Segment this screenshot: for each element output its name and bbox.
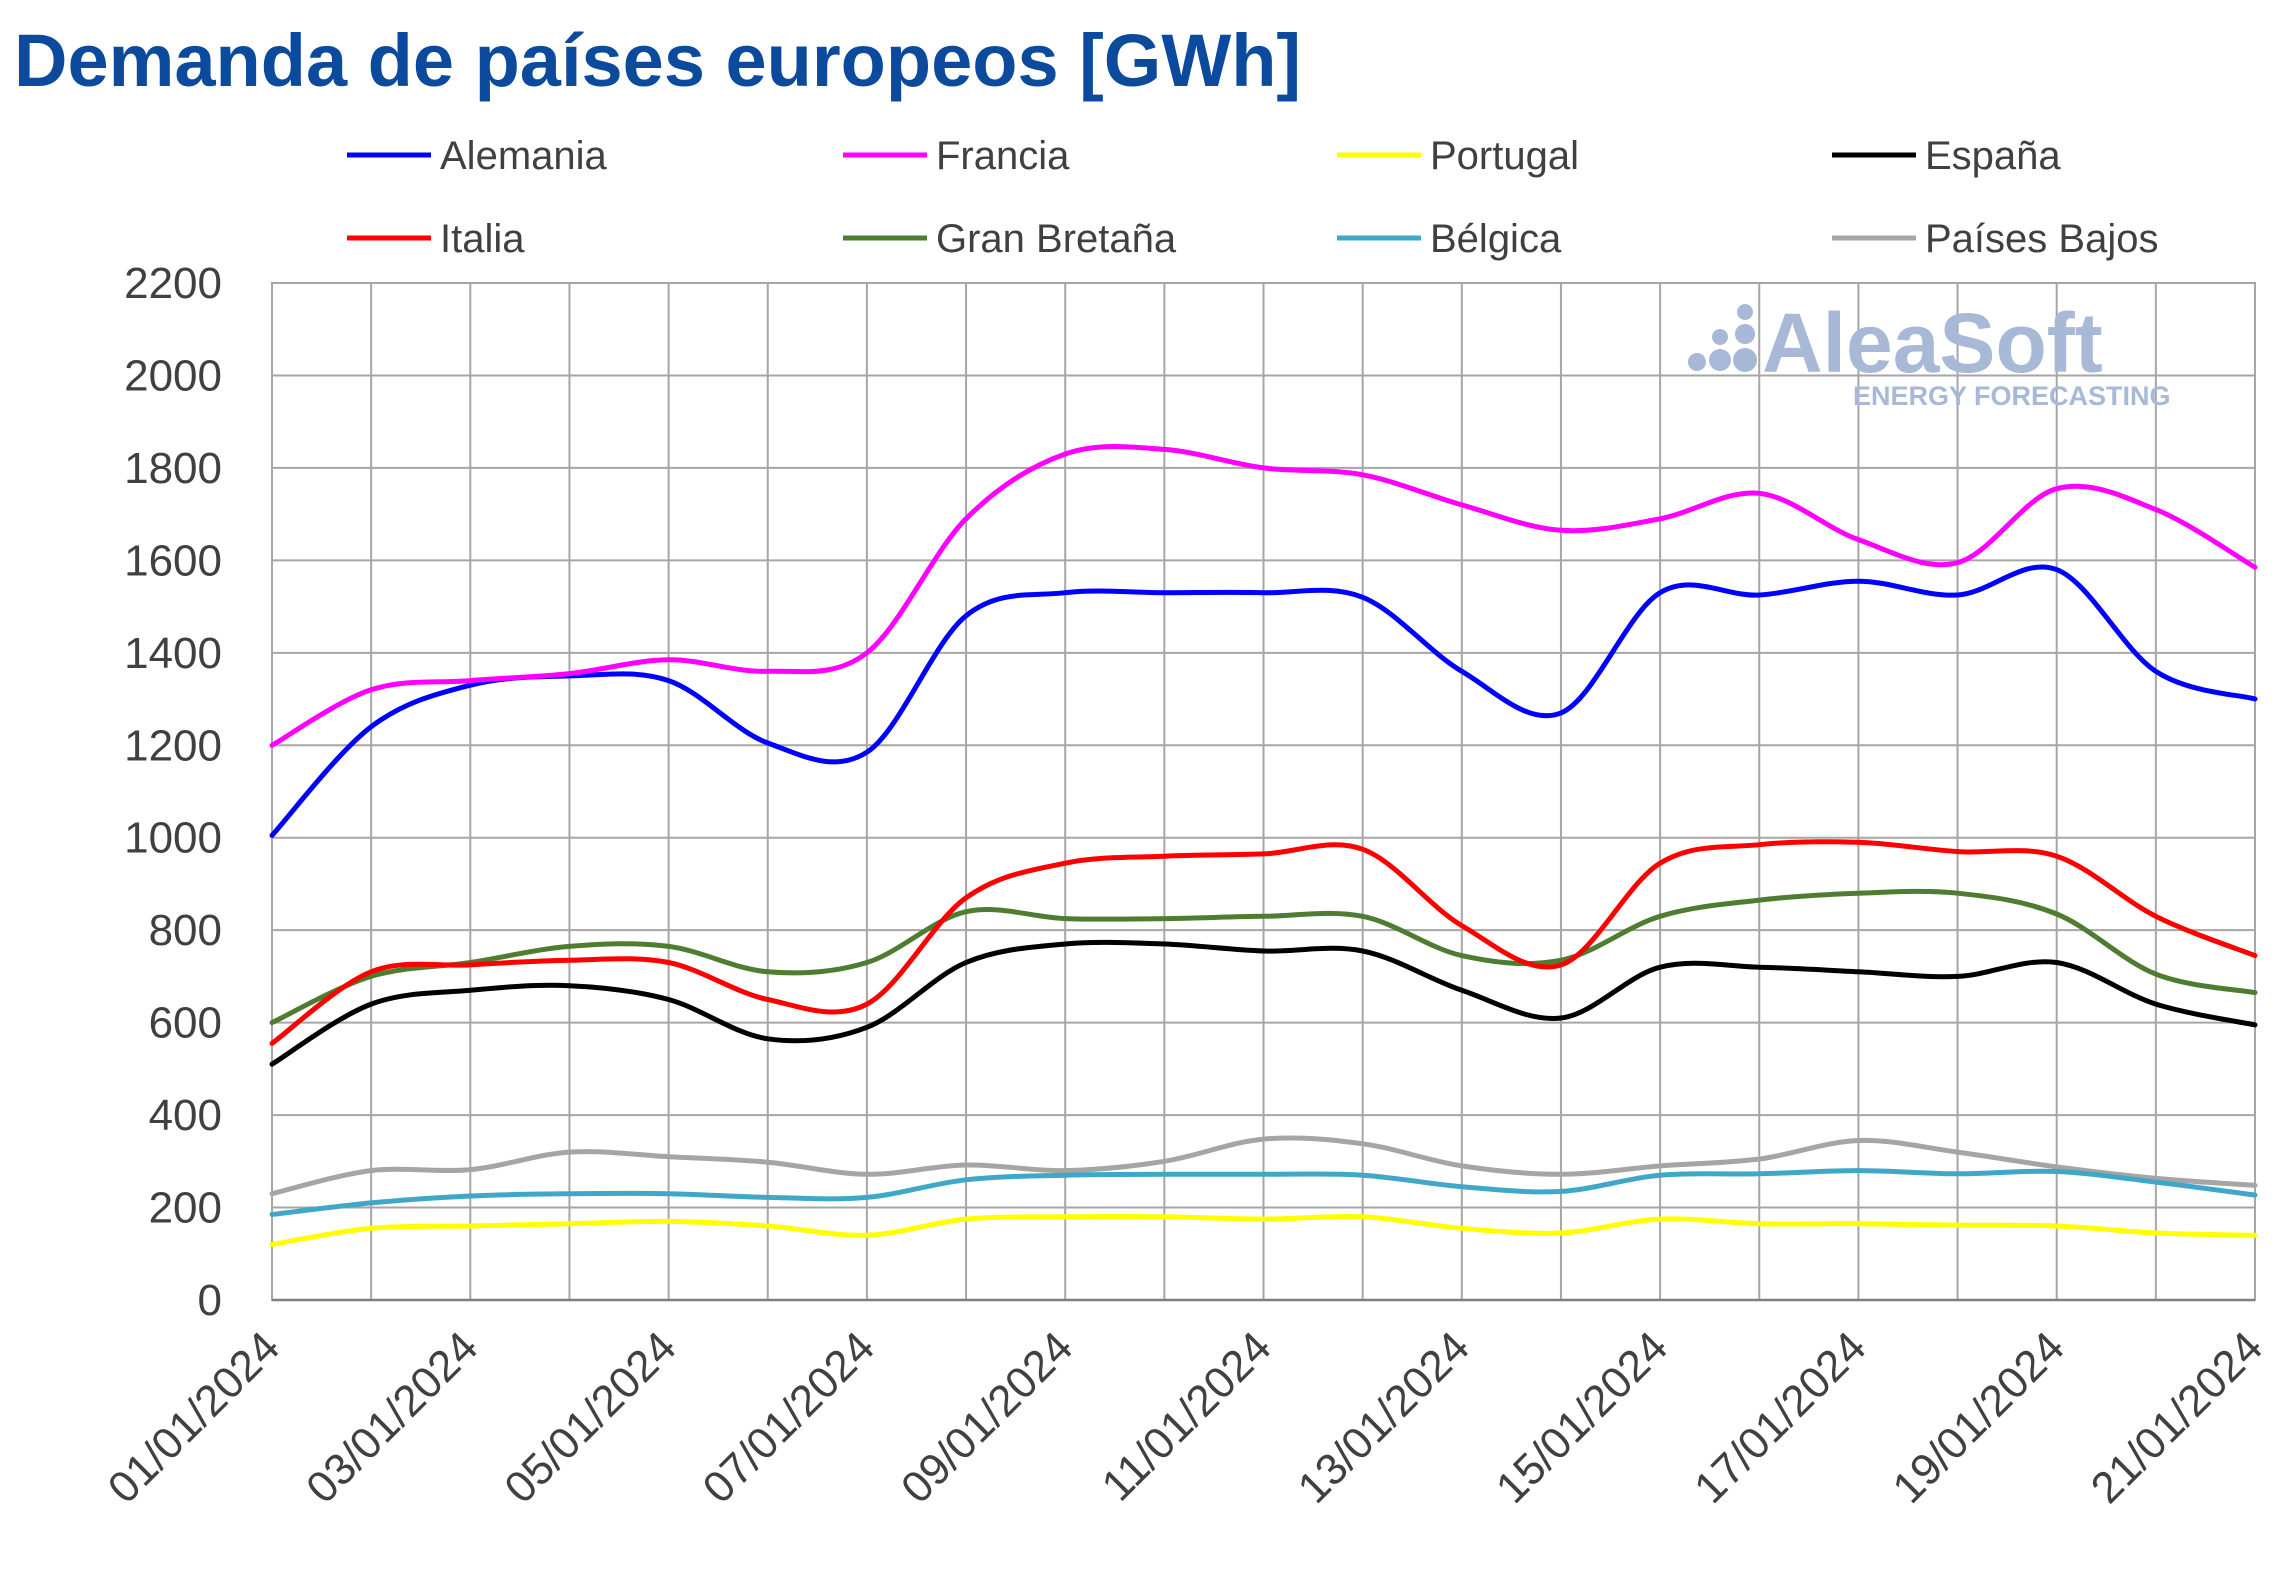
x-tick-label: 01/01/2024 xyxy=(99,1322,289,1512)
y-tick-label: 2200 xyxy=(124,259,222,308)
y-tick-label: 1800 xyxy=(124,444,222,493)
x-tick-label: 17/01/2024 xyxy=(1685,1322,1875,1512)
legend-label: Alemania xyxy=(440,134,608,178)
x-tick-label: 05/01/2024 xyxy=(495,1322,685,1512)
x-tick-label: 19/01/2024 xyxy=(1883,1322,2073,1512)
y-tick-label: 600 xyxy=(149,999,222,1048)
y-tick-label: 200 xyxy=(149,1184,222,1233)
watermark-brand: AleaSoft xyxy=(1762,296,2103,390)
chart-title: Demanda de países europeos [GWh] xyxy=(14,19,1302,102)
x-axis-tick-labels: 01/01/2024 03/01/2024 05/01/2024 07/01/2024… xyxy=(99,1322,2272,1512)
aleasoft-logo-icon xyxy=(1688,304,1757,372)
series-line-portugal xyxy=(269,1213,2258,1247)
watermark-tagline: ENERGY FORECASTING xyxy=(1853,381,2171,411)
legend-item-belgica: Bélgica xyxy=(1337,217,1562,261)
aleasoft-watermark: AleaSoft ENERGY FORECASTING xyxy=(1688,296,2171,411)
x-tick-label: 07/01/2024 xyxy=(694,1322,884,1512)
x-tick-label: 11/01/2024 xyxy=(1093,1322,1281,1510)
legend-label: España xyxy=(1925,134,2061,178)
grid-lines xyxy=(271,282,2256,1302)
y-tick-label: 800 xyxy=(149,906,222,955)
legend-label: Italia xyxy=(440,217,525,261)
legend-item-italia: Italia xyxy=(347,217,525,261)
y-tick-label: 1600 xyxy=(124,536,222,585)
x-tick-label: 13/01/2024 xyxy=(1289,1322,1479,1512)
legend-label: Francia xyxy=(936,134,1070,178)
legend-item-portugal: Portugal xyxy=(1337,134,1579,178)
y-tick-label: 1000 xyxy=(124,814,222,863)
legend-label: Portugal xyxy=(1430,134,1579,178)
legend-label: Bélgica xyxy=(1430,217,1562,261)
x-tick-label: 03/01/2024 xyxy=(297,1322,487,1512)
legend-label: Países Bajos xyxy=(1925,217,2158,261)
legend-label: Gran Bretaña xyxy=(936,217,1177,261)
x-tick-label: 21/01/2024 xyxy=(2082,1322,2272,1512)
series-lines xyxy=(269,444,2258,1247)
y-tick-label: 0 xyxy=(198,1276,222,1325)
y-tick-label: 1200 xyxy=(124,721,222,770)
x-tick-label: 09/01/2024 xyxy=(892,1322,1082,1512)
legend: Alemania Francia Portugal España Italia Gran … xyxy=(347,134,2158,261)
series-line-francia xyxy=(269,444,2258,748)
series-line-alemania xyxy=(269,564,2258,838)
series-line-gran-bretana xyxy=(269,888,2258,1026)
legend-item-espana: España xyxy=(1832,134,2061,178)
y-axis-tick-labels: 0 200 400 600 800 1000 1200 1400 1600 1800 2000 220… xyxy=(124,259,222,1325)
y-tick-label: 400 xyxy=(149,1091,222,1140)
x-tick-label: 15/01/2024 xyxy=(1487,1322,1677,1512)
series-line-belgica xyxy=(269,1168,2258,1217)
y-tick-label: 2000 xyxy=(124,351,222,400)
series-line-italia xyxy=(269,839,2258,1046)
legend-item-francia: Francia xyxy=(843,134,1070,178)
series-line-espana xyxy=(269,939,2258,1067)
series-line-paises-bajos xyxy=(269,1135,2258,1197)
legend-item-paises-bajos: Países Bajos xyxy=(1832,217,2158,261)
y-tick-label: 1400 xyxy=(124,629,222,678)
legend-item-gran-bretana: Gran Bretaña xyxy=(843,217,1177,261)
legend-item-alemania: Alemania xyxy=(347,134,608,178)
